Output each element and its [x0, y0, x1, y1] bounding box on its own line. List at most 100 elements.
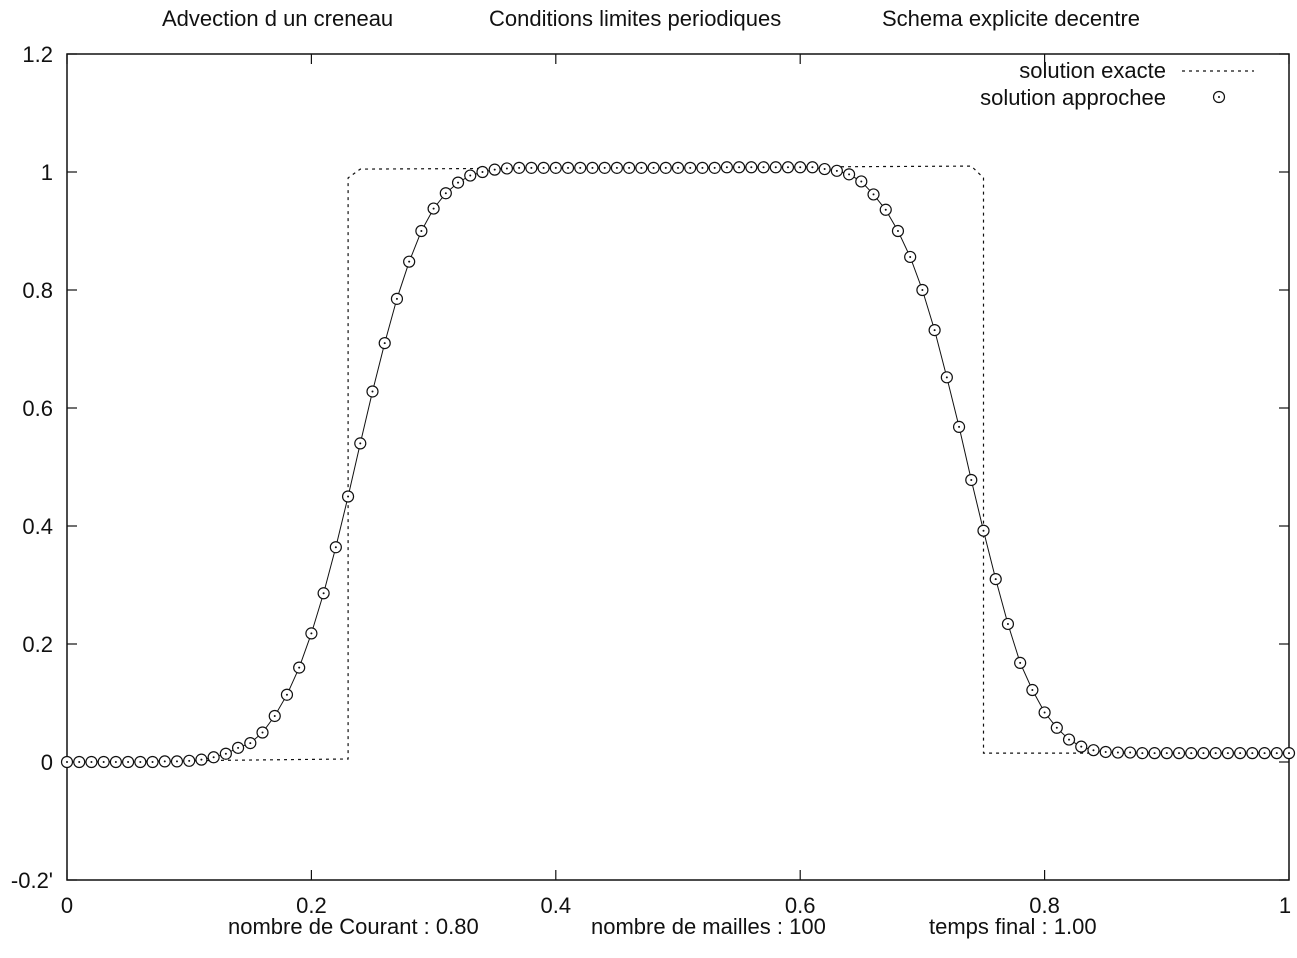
marker-center-dot [493, 168, 496, 171]
marker-center-dot [285, 693, 288, 696]
marker-center-dot [261, 731, 264, 734]
marker-center-dot [835, 169, 838, 172]
marker-center-dot [90, 761, 93, 763]
marker-center-dot [1104, 750, 1107, 753]
marker-center-dot [1251, 752, 1254, 755]
chart-title-part-2: Conditions limites periodiques [489, 6, 782, 31]
mailles-label: nombre de mailles : [591, 914, 783, 939]
marker-center-dot [432, 207, 435, 210]
marker-center-dot [640, 166, 643, 169]
marker-center-dot [677, 166, 679, 169]
y-tick-label: 1 [41, 160, 53, 185]
marker-center-dot [664, 166, 667, 169]
marker-center-dot [273, 714, 276, 717]
marker-center-dot [982, 529, 985, 532]
marker-center-dot [1092, 749, 1095, 752]
marker-center-dot [518, 166, 521, 169]
marker-center-dot [1226, 752, 1229, 755]
marker-center-dot [1116, 751, 1119, 754]
marker-center-dot [579, 166, 582, 169]
marker-center-dot [78, 761, 81, 763]
marker-center-dot [945, 376, 948, 379]
y-tick-label: 0.6 [22, 396, 53, 421]
marker-center-dot [860, 180, 863, 183]
marker-center-dot [774, 166, 777, 169]
marker-center-dot [958, 425, 961, 428]
marker-center-dot [212, 756, 215, 759]
marker-center-dot [114, 761, 117, 763]
x-tick-label: 0 [61, 893, 73, 918]
marker-center-dot [542, 166, 545, 169]
marker-center-dot [823, 168, 826, 171]
marker-center-dot [554, 166, 557, 169]
marker-center-dot [469, 174, 472, 177]
chart-title-part-1: Advection d un creneau [162, 6, 394, 31]
chart-title-part-3: Schema explicite decentre [882, 6, 1141, 31]
marker-center-dot [1190, 752, 1193, 755]
y-tick-label: 0 [41, 750, 53, 775]
marker-center-dot [615, 166, 618, 169]
y-tick-label: -0.2' [11, 868, 53, 893]
marker-center-dot [481, 171, 484, 173]
mailles-value: 100 [789, 914, 826, 939]
marker-center-dot [359, 442, 362, 445]
marker-center-dot [1129, 751, 1132, 754]
marker-center-dot [799, 166, 802, 169]
marker-center-dot [1202, 752, 1205, 755]
marker-center-dot [322, 592, 325, 595]
legend: solution exacte solution approchee [980, 58, 1254, 110]
marker-center-dot [1141, 752, 1144, 755]
marker-center-dot [139, 761, 142, 763]
y-tick-label: 0.8 [22, 278, 53, 303]
marker-center-dot [872, 193, 875, 196]
marker-center-dot [970, 478, 973, 481]
marker-center-dot [127, 761, 130, 763]
marker-center-dot [334, 546, 337, 549]
marker-center-dot [567, 166, 570, 169]
marker-center-dot [591, 166, 594, 169]
series-solution-approchee [60, 161, 1296, 769]
y-tick-label: 0.4 [22, 514, 53, 539]
marker-center-dot [1275, 752, 1278, 755]
marker-center-dot [151, 761, 154, 763]
marker-center-dot [1031, 689, 1034, 692]
temps-label: temps final : [929, 914, 1048, 939]
marker-center-dot [530, 166, 533, 169]
marker-center-dot [628, 166, 631, 169]
marker-center-dot [188, 759, 191, 762]
marker-center-dot [457, 181, 460, 184]
marker-center-dot [811, 166, 814, 169]
marker-center-dot [994, 578, 997, 581]
marker-center-dot [298, 666, 301, 669]
marker-center-dot [163, 760, 166, 763]
legend-label-solution-approchee: solution approchee [980, 85, 1166, 110]
temps-value: 1.00 [1053, 914, 1097, 939]
marker-center-dot [1055, 726, 1058, 729]
marker-center-dot [1080, 745, 1083, 748]
marker-center-dot [1068, 738, 1071, 741]
x-tick-label: 0.2 [296, 893, 327, 918]
marker-center-dot [1178, 752, 1181, 755]
marker-center-dot [1006, 622, 1009, 625]
courant-label: nombre de Courant : [228, 914, 430, 939]
final-time-info: temps final : 1.00 [929, 914, 1097, 940]
marker-center-dot [921, 289, 924, 291]
y-tick-label: 1.2 [22, 42, 53, 67]
marker-center-dot [1165, 752, 1168, 755]
courant-number-info: nombre de Courant : 0.80 [228, 914, 479, 940]
marker-center-dot [1019, 661, 1022, 664]
marker-center-dot [933, 329, 936, 332]
marker-center-dot [603, 166, 606, 169]
x-tick-label: 0.4 [541, 893, 572, 918]
marker-center-dot [725, 166, 728, 169]
marker-center-dot [652, 166, 655, 169]
marker-center-dot [884, 208, 887, 211]
plot-frame [66, 53, 1290, 881]
marker-center-dot [1288, 752, 1290, 755]
marker-center-dot [1239, 752, 1242, 755]
marker-center-dot [786, 166, 789, 169]
marker-center-dot [383, 342, 386, 345]
mesh-count-info: nombre de mailles : 100 [591, 914, 826, 940]
marker-center-dot [408, 260, 411, 263]
marker-center-dot [200, 758, 203, 761]
